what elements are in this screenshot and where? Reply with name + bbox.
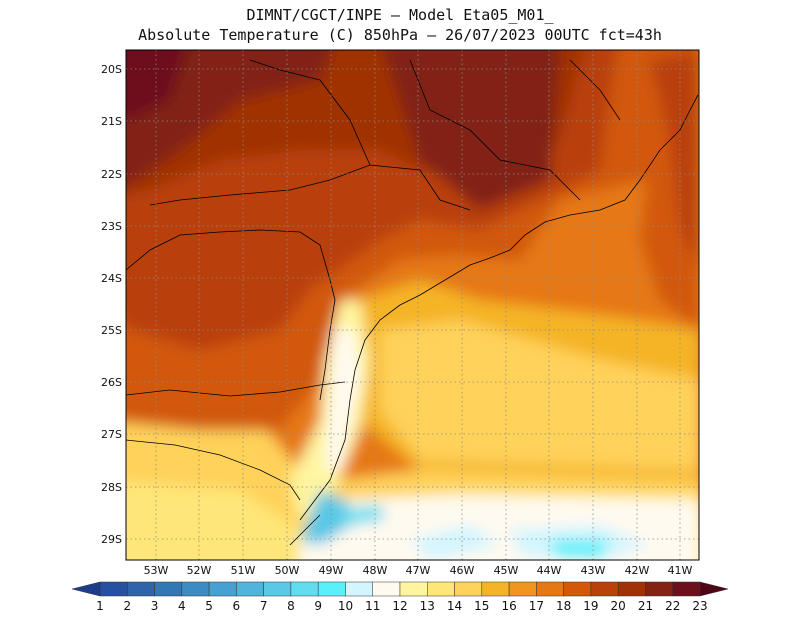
lon-label: 49W xyxy=(319,564,344,577)
colorbar-segment xyxy=(536,581,564,597)
lat-label: 29S xyxy=(101,533,122,546)
colorbar-segment xyxy=(263,581,292,597)
lat-label: 28S xyxy=(101,481,122,494)
colorbar-arrow-low xyxy=(71,581,101,597)
map-title-line2: Absolute Temperature (C) 850hPa – 26/07/… xyxy=(138,26,662,44)
colorbar-label: 7 xyxy=(260,599,268,613)
lon-label: 43W xyxy=(581,564,606,577)
lon-label: 51W xyxy=(231,564,256,577)
colorbar-label: 2 xyxy=(123,599,131,613)
lon-label: 52W xyxy=(187,564,212,577)
colorbar-arrow-high xyxy=(699,581,729,597)
colorbar-label: 5 xyxy=(205,599,213,613)
colorbar-segment xyxy=(508,581,537,597)
colorbar-label: 10 xyxy=(338,599,353,613)
colorbar-label: 6 xyxy=(233,599,241,613)
lat-label: 25S xyxy=(101,324,122,337)
boundary-lines xyxy=(126,59,699,546)
colorbar-label: 17 xyxy=(529,599,544,613)
colorbar-segment xyxy=(590,581,619,597)
colorbar-label: 20 xyxy=(611,599,626,613)
colorbar-label: 15 xyxy=(474,599,489,613)
colorbar-segment xyxy=(454,581,483,597)
colorbar-segment xyxy=(208,581,237,597)
colorbar-segment xyxy=(645,581,673,597)
colorbar-label: 8 xyxy=(287,599,295,613)
colorbar-label: 1 xyxy=(96,599,104,613)
lon-label: 42W xyxy=(625,564,650,577)
colorbar-segment xyxy=(617,581,646,597)
lon-label: 50W xyxy=(275,564,300,577)
colorbar-label: 18 xyxy=(556,599,571,613)
colorbar-segment xyxy=(154,581,183,597)
colorbar-segment xyxy=(127,581,155,597)
colorbar-label: 23 xyxy=(692,599,707,613)
temperature-field xyxy=(126,50,699,560)
colorbar-label: 22 xyxy=(665,599,680,613)
lon-label: 46W xyxy=(450,564,475,577)
graticule xyxy=(126,50,699,560)
colorbar-label: 9 xyxy=(314,599,322,613)
colorbar-label: 3 xyxy=(151,599,159,613)
colorbar-segment xyxy=(481,581,510,597)
lat-label: 26S xyxy=(101,376,122,389)
colorbar-segment xyxy=(317,581,346,597)
map-title-line1: DIMNT/CGCT/INPE – Model Eta05_M01_ xyxy=(246,6,554,24)
colorbar-segment xyxy=(672,581,701,597)
map-frame xyxy=(125,49,700,561)
colorbar-label: 16 xyxy=(501,599,516,613)
lon-label: 47W xyxy=(406,564,431,577)
lat-label: 20S xyxy=(101,63,122,76)
colorbar-segment xyxy=(563,581,592,597)
colorbar-segment xyxy=(399,581,428,597)
colorbar-segment xyxy=(290,581,319,597)
lat-label: 24S xyxy=(101,272,122,285)
colorbar-label: 14 xyxy=(447,599,462,613)
colorbar-segment xyxy=(372,581,401,597)
colorbar-label: 21 xyxy=(638,599,653,613)
lat-label: 23S xyxy=(101,220,122,233)
colorbar-segment xyxy=(427,581,455,597)
colorbar-label: 11 xyxy=(365,599,380,613)
colorbar-label: 12 xyxy=(392,599,407,613)
colorbar-label: 19 xyxy=(583,599,598,613)
lon-label: 45W xyxy=(494,564,519,577)
lon-label: 53W xyxy=(144,564,169,577)
colorbar-segment xyxy=(99,581,128,597)
lon-label: 48W xyxy=(363,564,388,577)
longitude-axis: 53W 52W 51W 50W 49W 48W 47W 46W 45W 44W … xyxy=(144,564,693,577)
colorbar-segment xyxy=(345,581,373,597)
latitude-axis: 20S 21S 22S 23S 24S 25S 26S 27S 28S 29S xyxy=(101,63,122,546)
colorbar-segment xyxy=(181,581,210,597)
colorbar: 1 2 3 4 5 6 7 8 9 10 11 12 13 14 15 16 17 18 19 20 21 22 23 xyxy=(71,581,729,613)
colorbar-segment xyxy=(236,581,264,597)
lat-label: 21S xyxy=(101,115,122,128)
lat-label: 27S xyxy=(101,428,122,441)
lon-label: 41W xyxy=(668,564,693,577)
lon-label: 44W xyxy=(537,564,562,577)
colorbar-label: 4 xyxy=(178,599,186,613)
colorbar-label: 13 xyxy=(420,599,435,613)
lat-label: 22S xyxy=(101,168,122,181)
